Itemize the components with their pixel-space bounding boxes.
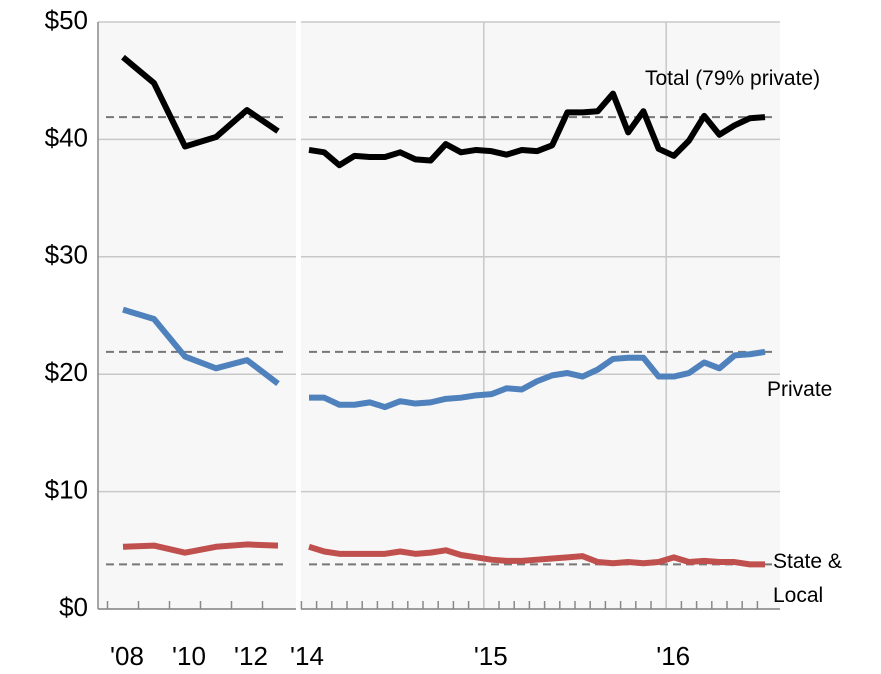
line-series	[122, 306, 280, 386]
y-tick-label: $30	[45, 240, 88, 270]
x-tick-label: '10	[172, 641, 206, 671]
x-tick-label: '15	[474, 641, 508, 671]
line-label: State & Local	[773, 550, 842, 607]
x-tick-label: '12	[234, 641, 268, 671]
line-series	[122, 541, 279, 556]
y-tick-label: $50	[45, 5, 88, 35]
y-tick-label: $10	[45, 474, 88, 504]
panel-background	[301, 22, 780, 609]
y-tick-label: $40	[45, 122, 88, 152]
x-tick-label: '14	[290, 641, 324, 671]
line-label: Total (79% private)	[645, 67, 821, 90]
y-tick-label: $20	[45, 357, 88, 387]
line-series	[121, 54, 280, 150]
y-tick-label: $0	[59, 592, 88, 622]
line-series	[308, 90, 766, 169]
x-tick-label: '16	[656, 641, 690, 671]
line-series	[308, 543, 765, 568]
line-label: Private	[767, 378, 833, 401]
panel-background	[98, 22, 296, 609]
line-series	[309, 348, 766, 411]
x-tick-label: '08	[110, 641, 144, 671]
